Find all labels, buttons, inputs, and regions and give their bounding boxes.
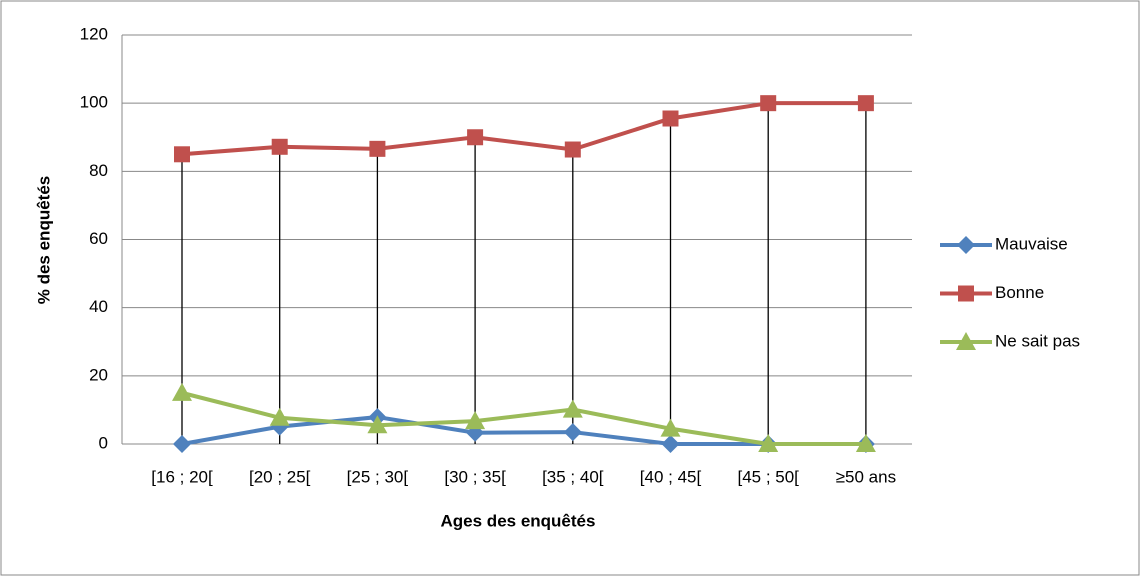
marker [758,434,779,452]
y-tick-label: 120 [80,24,108,43]
y-tick-label: 40 [89,297,108,316]
y-tick-label: 20 [89,365,108,384]
y-tick-label: 60 [89,229,108,248]
marker [465,411,486,430]
marker [173,435,191,453]
x-tick-label: [25 ; 30[ [347,467,409,486]
y-tick-label: 100 [80,93,108,112]
marker [855,434,876,452]
x-axis-label: Ages des enquêtés [441,511,596,530]
x-tick-label: [30 ; 35[ [444,467,506,486]
legend-label: Mauvaise [995,234,1068,253]
marker [367,415,388,434]
x-tick-label: [16 ; 20[ [151,467,213,486]
marker [660,418,681,437]
series-line [181,390,866,446]
marker [369,140,386,157]
marker [269,407,290,426]
marker [563,423,582,442]
marker [760,95,777,112]
marker [662,110,679,127]
y-tick-label: 80 [89,161,108,180]
series-line [181,415,866,446]
x-tick-label: [40 ; 45[ [640,467,702,486]
marker [957,236,975,254]
legend-label: Bonne [995,283,1044,302]
legend-label: Ne sait pas [995,331,1080,350]
x-tick-label: [35 ; 40[ [542,467,604,486]
marker [174,146,190,163]
marker [857,95,874,112]
marker [958,285,974,302]
x-tick-label: ≥50 ans [836,467,896,486]
marker [661,435,680,453]
y-axis-label: % des enquêtés [34,176,53,305]
marker [172,382,192,401]
marker [467,129,484,146]
marker [564,141,581,158]
marker [271,138,288,155]
x-tick-label: [45 ; 50[ [737,467,799,486]
marker [562,399,583,418]
marker [956,332,976,350]
x-tick-label: [20 ; 25[ [249,467,311,486]
y-tick-label: 0 [99,433,108,452]
series-line [181,101,866,157]
